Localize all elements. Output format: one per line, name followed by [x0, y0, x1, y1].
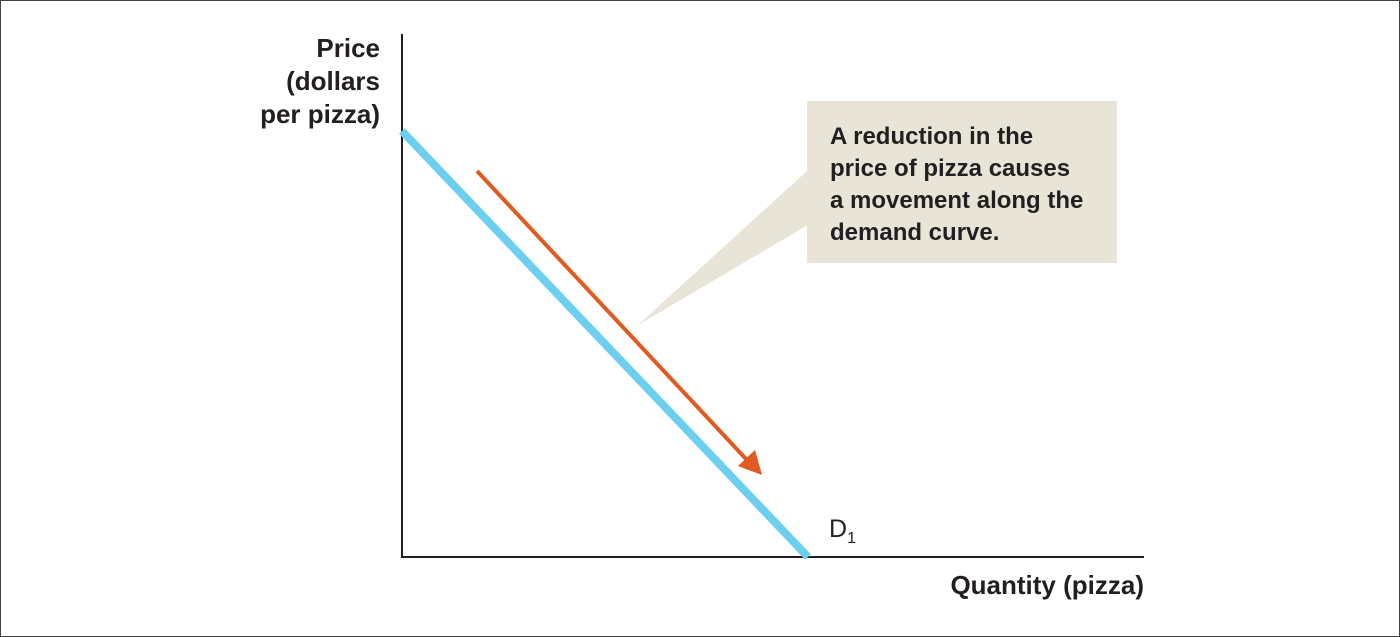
movement-arrow-shaft — [475, 169, 748, 461]
callout-line-3: a movement along the — [830, 187, 1084, 214]
callout-line-1: A reduction in the — [830, 123, 1034, 150]
y-axis-label-line-1: Price — [316, 33, 380, 63]
demand-curve-d1 — [399, 128, 811, 560]
annotation-callout: A reduction in the price of pizza causes… — [807, 101, 1117, 263]
arrow-head-icon — [738, 450, 762, 475]
x-axis-label: Quantity (pizza) — [950, 570, 1144, 600]
callout-line-2: price of pizza causes — [830, 155, 1071, 182]
callout-line-4: demand curve. — [830, 219, 1000, 246]
y-axis-label-line-2: (dollars — [286, 66, 380, 96]
curve-label-letter: D — [829, 515, 848, 543]
demand-curve-label: D1 — [829, 515, 856, 548]
callout-pointer — [638, 170, 808, 325]
curve-label-subscript: 1 — [847, 530, 856, 547]
y-axis-label-line-3: per pizza) — [260, 99, 380, 129]
y-axis-label: Price (dollars per pizza) — [260, 32, 380, 131]
